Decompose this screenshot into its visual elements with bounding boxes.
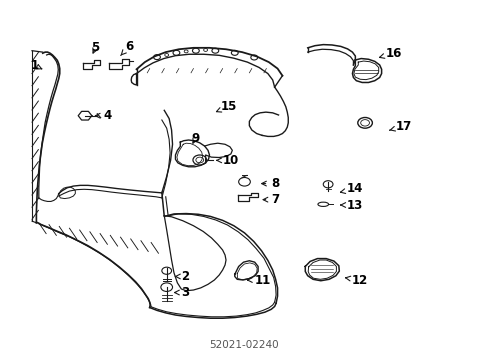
Text: 52021-02240: 52021-02240 (209, 340, 279, 350)
Text: 8: 8 (261, 177, 279, 190)
Text: 6: 6 (121, 40, 133, 55)
Text: 11: 11 (247, 274, 270, 287)
Text: 4: 4 (95, 109, 112, 122)
Text: 12: 12 (345, 274, 367, 287)
Text: 7: 7 (263, 193, 279, 206)
Text: 10: 10 (216, 154, 238, 167)
Text: 17: 17 (389, 120, 410, 133)
Text: 2: 2 (175, 270, 189, 283)
Text: 1: 1 (30, 59, 42, 72)
Text: 14: 14 (340, 183, 362, 195)
Text: 9: 9 (191, 132, 199, 145)
Text: 16: 16 (379, 47, 401, 60)
Text: 13: 13 (340, 198, 362, 212)
Text: 15: 15 (216, 100, 236, 113)
Text: 5: 5 (91, 41, 100, 54)
Text: 3: 3 (174, 286, 189, 299)
